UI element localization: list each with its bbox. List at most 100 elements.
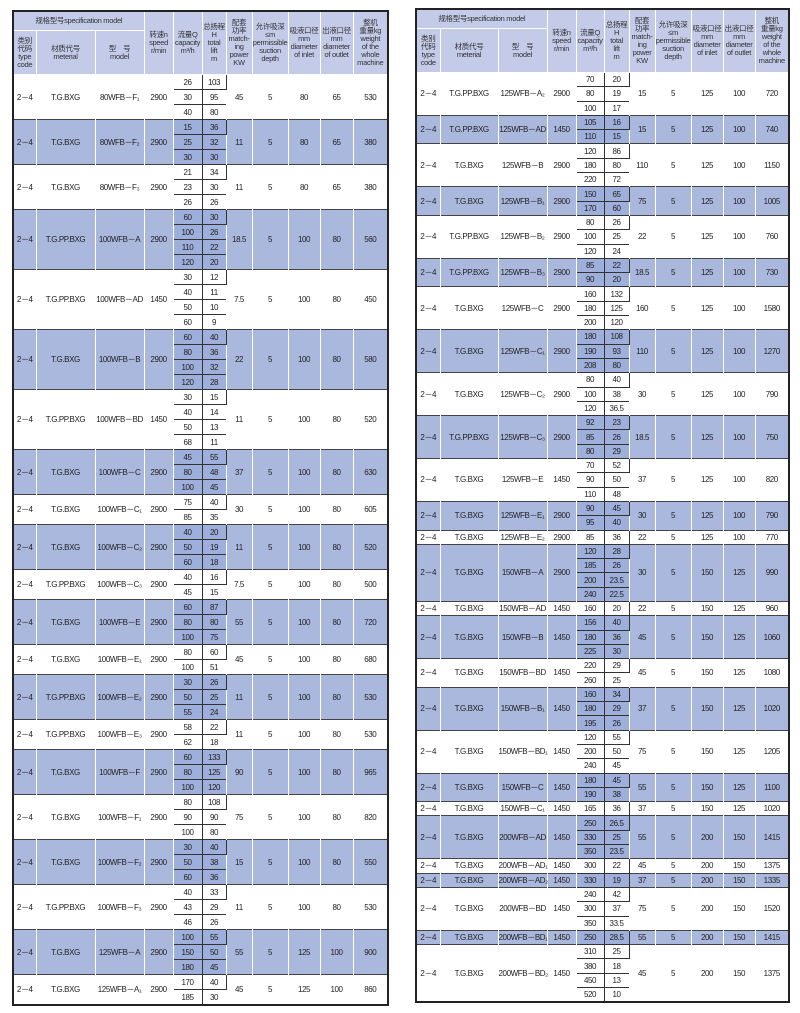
model-cell: 125WFB－B	[497, 143, 548, 187]
model-cell: 100WFB－BD	[94, 389, 145, 450]
table-row: 2－4 T.G.BXG 150WFB－AD 1450 160 20 22 5 150 125 960	[415, 600, 790, 617]
head-cell: 25	[201, 689, 227, 705]
head-cell: 10	[603, 987, 630, 1003]
inlet-cell: 100	[287, 719, 321, 750]
model-cell: 125WFB－E₁	[497, 500, 548, 530]
table-row: 2－4 T.G.PP.BXG 100WFB－AD 1450 30 12 7.5 5 100 80 4…	[12, 269, 389, 330]
speed-cell: 2900	[546, 214, 577, 259]
weight-cell: 550	[352, 839, 389, 885]
table-row: 2－4 T.G.BXG 100WFB－F₁ 2900 80 108 75 5 100 80 820	[12, 794, 389, 840]
header-weight: 整机 重量kg weight of the whole machine	[352, 10, 389, 75]
suction-cell: 5	[654, 686, 692, 731]
capacity-cell: 50	[172, 539, 203, 555]
type-code-cell: 2－4	[415, 686, 441, 731]
speed-cell: 2900	[143, 569, 174, 600]
head-cell: 20	[603, 272, 630, 288]
capacity-cell: 156	[575, 615, 605, 631]
material-cell: T.G.BXG	[35, 749, 96, 795]
head-cell: 45	[201, 959, 227, 975]
table-row: 330 25	[416, 829, 789, 846]
capacity-cell: 90	[575, 272, 605, 288]
table-row: 80 19	[416, 86, 789, 102]
table-row: 43 29	[13, 899, 388, 915]
material-cell: T.G.BXG	[35, 794, 96, 840]
speed-cell: 1450	[546, 886, 577, 931]
head-cell: 29	[603, 658, 630, 674]
inlet-cell: 200	[690, 858, 724, 874]
head-cell: 22.5	[603, 586, 630, 602]
power-cell: 11	[225, 164, 253, 210]
capacity-cell: 90	[575, 500, 605, 517]
type-code-cell: 2－4	[415, 858, 441, 874]
capacity-cell: 350	[575, 915, 605, 931]
head-cell: 55	[201, 929, 227, 945]
header-speed: 转速n speed r/min	[546, 8, 577, 73]
head-cell: 45	[603, 500, 630, 517]
suction-cell: 5	[251, 599, 289, 645]
head-cell: 18	[603, 958, 630, 974]
head-cell: 108	[603, 329, 630, 345]
table-row: 25 32	[13, 134, 388, 150]
table-row: 380 18	[416, 958, 789, 974]
weight-cell: 900	[352, 929, 389, 975]
weight-cell: 760	[754, 214, 790, 259]
weight-cell: 990	[754, 543, 790, 602]
capacity-cell: 330	[575, 829, 605, 846]
table-row: 2－4 T.G.BXG 100WFB－C₁ 2900 75 40 30 5 100 80 605	[12, 494, 389, 525]
power-cell: 55	[628, 929, 656, 945]
outlet-cell: 65	[319, 74, 354, 120]
material-cell: T.G.BXG	[439, 529, 499, 545]
speed-cell: 1450	[546, 600, 577, 616]
suction-cell: 5	[654, 886, 692, 931]
capacity-cell: 100	[575, 386, 605, 402]
table-row: 30 95	[13, 89, 388, 105]
head-cell: 11	[201, 434, 227, 450]
capacity-cell: 250	[575, 929, 605, 946]
outlet-cell: 125	[722, 772, 756, 802]
head-cell: 23	[603, 415, 630, 431]
speed-cell: 2900	[143, 524, 174, 570]
weight-cell: 1020	[754, 801, 790, 816]
outlet-cell: 100	[722, 257, 756, 287]
head-cell: 132	[603, 286, 630, 302]
type-code-cell: 2－4	[415, 257, 441, 287]
weight-cell: 820	[352, 794, 389, 840]
head-cell: 125	[201, 764, 227, 780]
capacity-cell: 85	[575, 429, 605, 445]
material-cell: T.G.BXG	[439, 944, 499, 1003]
head-cell: 15	[201, 584, 227, 600]
outlet-cell: 125	[722, 729, 756, 774]
model-cell: 150WFB－B	[497, 615, 548, 659]
material-cell: T.G.BXG	[439, 543, 499, 602]
table-row: 120 24	[416, 243, 789, 259]
outlet-cell: 150	[722, 886, 756, 931]
table-row: 450 13	[416, 972, 789, 989]
capacity-cell: 120	[575, 543, 605, 560]
material-cell: T.G.BXG	[439, 615, 499, 659]
table-row: 120 28	[13, 374, 388, 390]
type-code-cell: 2－4	[415, 458, 441, 502]
outlet-cell: 80	[319, 269, 354, 330]
material-cell: T.G.BXG	[439, 143, 499, 187]
table-row: 2－4 T.G.PP.BXG 100WFB－C₃ 2900 40 16 7.5 5 100 80 5…	[12, 569, 389, 600]
head-cell: 55	[603, 729, 630, 745]
model-cell: 200WFB－BD	[497, 886, 548, 931]
table-row: 2－4 T.G.BXG 150WFB－BD 1450 220 29 45 5 150 125 108…	[415, 658, 790, 688]
table-row: 110 15	[416, 129, 789, 145]
model-cell: 125WFB－E₂	[497, 529, 548, 545]
capacity-cell: 250	[575, 815, 605, 831]
suction-cell: 5	[251, 569, 289, 600]
capacity-cell: 40	[172, 524, 203, 540]
speed-cell: 2900	[143, 119, 174, 165]
power-cell: 7.5	[225, 569, 253, 600]
capacity-cell: 80	[172, 464, 203, 480]
head-cell: 30	[603, 643, 630, 660]
head-cell: 13	[201, 419, 227, 435]
capacity-cell: 100	[172, 359, 203, 375]
model-cell: 125WFB－C	[497, 286, 548, 330]
speed-cell: 1450	[546, 929, 577, 945]
capacity-cell: 80	[575, 86, 605, 102]
capacity-cell: 70	[575, 458, 605, 474]
head-cell: 51	[201, 659, 227, 675]
header-capacity: 流量Q capacity m³/h	[575, 8, 605, 73]
